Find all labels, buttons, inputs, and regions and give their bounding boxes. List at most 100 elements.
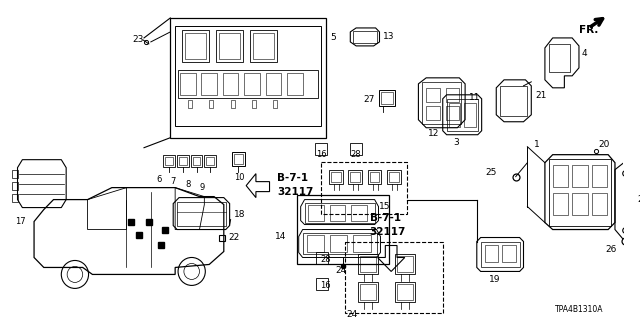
Polygon shape <box>246 174 269 197</box>
Bar <box>426 88 440 102</box>
Text: 18: 18 <box>234 210 245 219</box>
Bar <box>387 170 401 184</box>
Bar <box>330 235 348 252</box>
Text: 5: 5 <box>330 33 335 43</box>
Bar <box>447 99 478 131</box>
Text: 17: 17 <box>15 217 25 226</box>
Text: 27: 27 <box>364 95 374 104</box>
Bar <box>175 26 321 126</box>
Bar <box>353 235 371 252</box>
Bar <box>548 44 570 72</box>
Bar <box>321 162 407 213</box>
Bar <box>250 30 277 62</box>
Text: 16: 16 <box>316 150 326 159</box>
Bar <box>232 152 245 166</box>
Text: 21: 21 <box>535 91 547 100</box>
Bar <box>307 235 324 252</box>
Bar <box>178 70 318 98</box>
Text: 28: 28 <box>351 150 362 159</box>
Text: 19: 19 <box>488 275 500 284</box>
Bar <box>591 165 607 187</box>
Bar <box>216 30 243 62</box>
Text: 25: 25 <box>485 168 496 177</box>
Bar <box>193 157 200 165</box>
Text: 4: 4 <box>582 49 588 58</box>
Bar <box>368 170 381 184</box>
Bar <box>502 244 516 262</box>
Text: 2: 2 <box>637 195 640 204</box>
Text: 1: 1 <box>534 140 540 149</box>
Text: 12: 12 <box>428 129 440 138</box>
Bar <box>179 157 187 165</box>
Text: 23: 23 <box>132 36 144 44</box>
Text: 28: 28 <box>320 255 331 264</box>
Text: 32117: 32117 <box>277 187 314 196</box>
Bar <box>346 242 443 313</box>
Bar <box>182 30 209 62</box>
Bar <box>358 283 378 302</box>
Text: 8: 8 <box>185 180 191 189</box>
Bar <box>426 106 440 120</box>
Bar <box>287 73 303 95</box>
Bar <box>329 170 342 184</box>
Bar <box>244 73 260 95</box>
Bar <box>449 103 460 127</box>
Bar <box>395 283 415 302</box>
Polygon shape <box>378 245 404 271</box>
Bar <box>389 172 399 182</box>
Bar <box>12 194 19 202</box>
Bar <box>484 244 498 262</box>
Bar <box>219 33 241 59</box>
Bar <box>204 155 216 167</box>
Text: 13: 13 <box>383 32 395 41</box>
Text: TPA4B1310A: TPA4B1310A <box>555 305 604 314</box>
Text: B-7-1: B-7-1 <box>370 212 401 222</box>
Bar <box>350 143 362 155</box>
Text: 16: 16 <box>320 281 331 290</box>
Bar <box>397 256 413 272</box>
Bar <box>348 170 362 184</box>
Bar <box>500 86 527 116</box>
Bar <box>316 143 327 155</box>
Bar <box>397 284 413 300</box>
Bar <box>481 242 520 268</box>
Bar <box>445 88 460 102</box>
Bar <box>350 172 360 182</box>
Text: 14: 14 <box>275 232 287 241</box>
Bar <box>234 154 243 164</box>
Bar <box>170 18 326 138</box>
Text: 11: 11 <box>469 93 481 102</box>
Bar <box>548 159 611 226</box>
Bar <box>316 252 328 264</box>
Bar <box>330 204 346 220</box>
Bar <box>351 204 367 220</box>
Bar <box>253 33 275 59</box>
Text: 3: 3 <box>454 138 460 147</box>
Text: 24: 24 <box>336 266 347 275</box>
Bar <box>464 103 476 127</box>
Text: 15: 15 <box>378 202 390 211</box>
Bar <box>358 254 378 275</box>
Text: 26: 26 <box>605 245 616 254</box>
Bar <box>553 193 568 215</box>
Bar <box>223 73 238 95</box>
Bar <box>380 90 395 106</box>
Bar <box>185 33 206 59</box>
Text: 6: 6 <box>156 175 161 184</box>
Bar <box>353 31 376 43</box>
Bar <box>308 204 324 220</box>
Bar <box>177 202 226 226</box>
Bar <box>177 155 189 167</box>
Bar <box>553 165 568 187</box>
Bar <box>191 155 202 167</box>
Bar <box>202 73 217 95</box>
Bar <box>422 82 461 124</box>
Bar <box>316 278 328 291</box>
Bar <box>206 157 214 165</box>
Bar <box>297 195 389 264</box>
Text: 10: 10 <box>234 173 244 182</box>
Text: 7: 7 <box>170 177 176 186</box>
Text: 22: 22 <box>228 233 240 242</box>
Bar <box>303 233 376 254</box>
Bar <box>165 157 173 165</box>
